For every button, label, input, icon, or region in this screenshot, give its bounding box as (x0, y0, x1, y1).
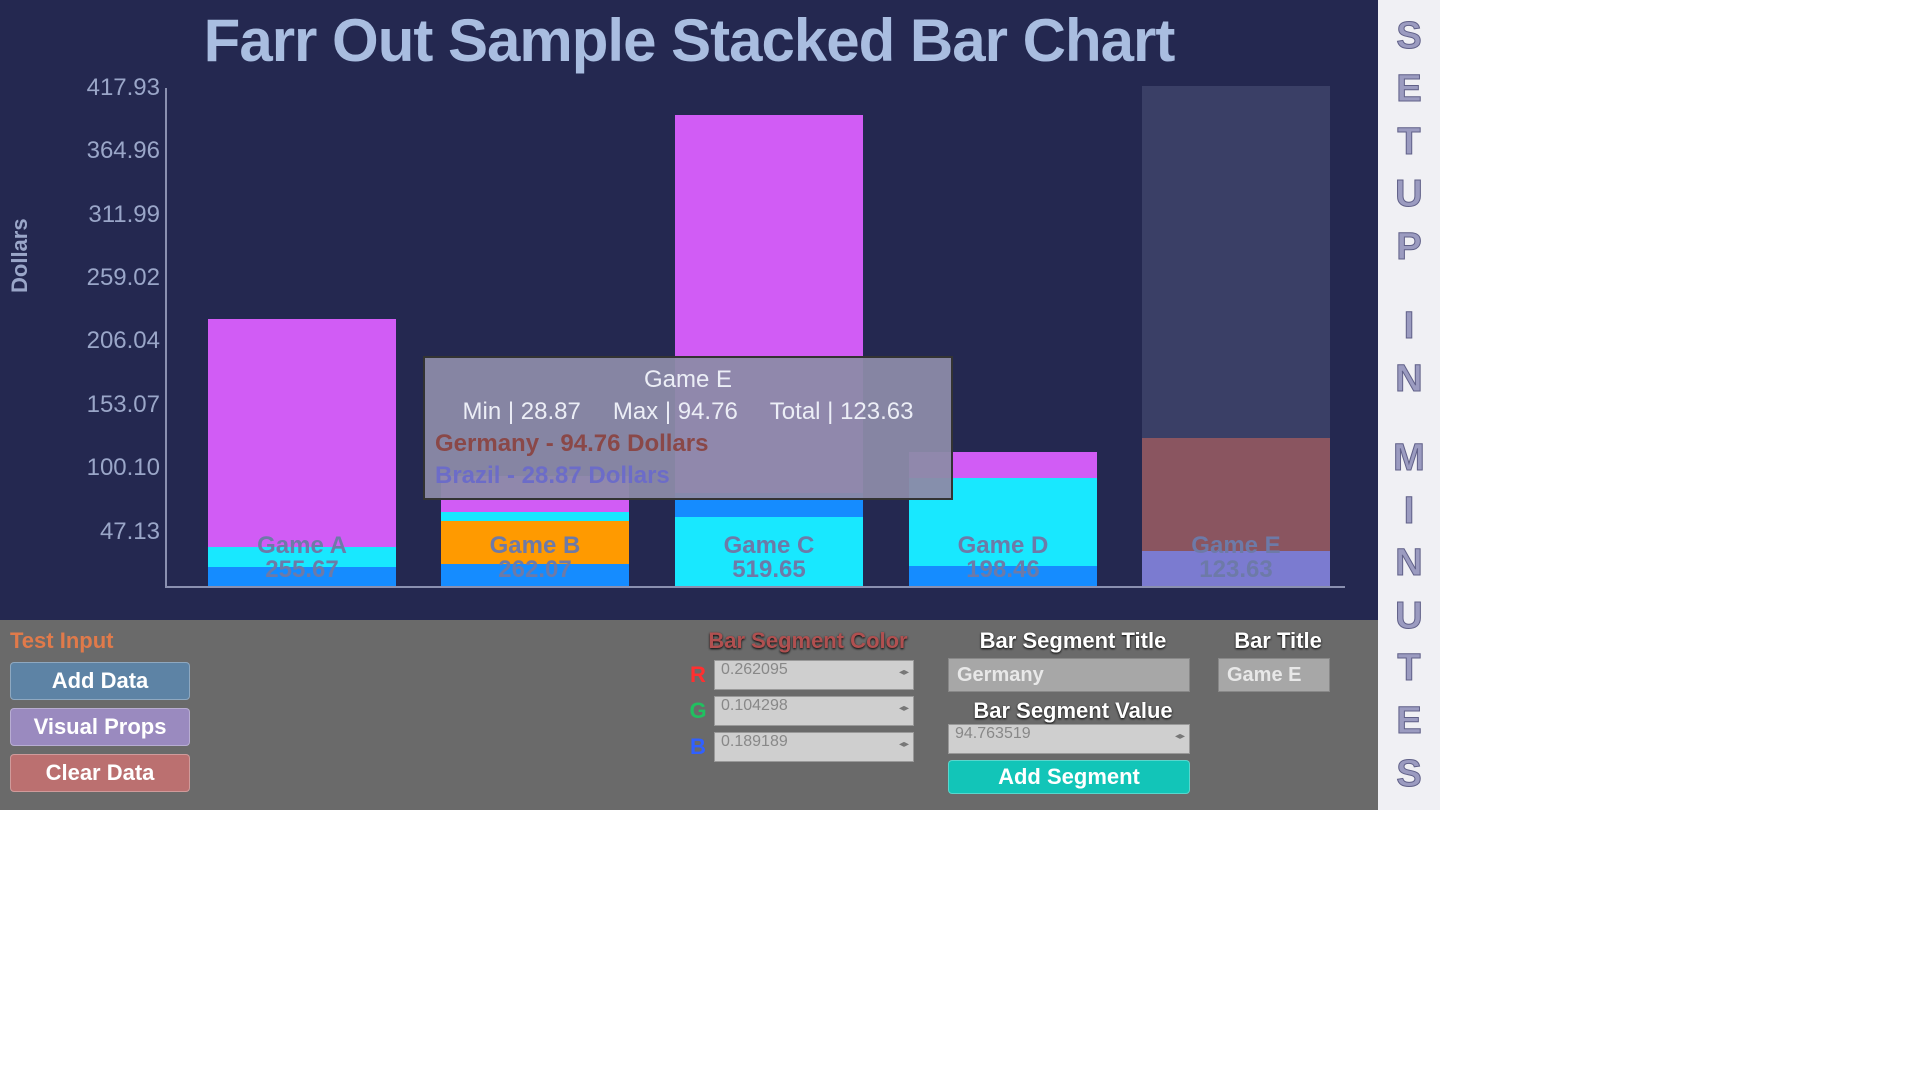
r-label: R (688, 662, 708, 688)
bar-total-label: 123.63 (1142, 556, 1330, 584)
add-segment-button[interactable]: Add Segment (948, 760, 1190, 794)
bar-total-label: 262.07 (441, 556, 629, 584)
side-letter: M (1393, 439, 1425, 477)
bar-title-label: Bar Title (1218, 628, 1338, 654)
bar-total-label: 255.67 (208, 556, 396, 584)
bar-segment[interactable] (441, 512, 629, 522)
y-tick: 100.10 (62, 454, 160, 482)
g-input[interactable]: 0.104298◂▸ (714, 696, 914, 726)
side-letter: S (1396, 17, 1421, 55)
side-letter: I (1404, 307, 1415, 345)
side-letter: I (1404, 492, 1415, 530)
side-strip: SETUPINMINUTES (1378, 0, 1440, 810)
side-letter: N (1395, 544, 1422, 582)
side-letter: U (1395, 597, 1422, 635)
segment-color-label: Bar Segment Color (688, 628, 928, 654)
bar-total-label: 198.46 (909, 556, 1097, 584)
bar-total-label: 519.65 (675, 556, 863, 584)
segment-value-input[interactable]: 94.763519◂▸ (948, 724, 1190, 754)
clear-data-button[interactable]: Clear Data (10, 754, 190, 792)
side-letter: S (1396, 755, 1421, 793)
side-letter: T (1397, 123, 1420, 161)
chart-plot-area: Game A255.67Game B262.07Game C519.65Game… (165, 88, 1345, 588)
side-letter: N (1395, 360, 1422, 398)
tooltip-row: Brazil - 28.87 Dollars (435, 462, 941, 490)
y-axis-label: Dollars (7, 218, 33, 293)
visual-props-button[interactable]: Visual Props (10, 708, 190, 746)
segment-title-input[interactable] (948, 658, 1190, 692)
side-letter: E (1396, 702, 1421, 740)
y-tick: 206.04 (62, 327, 160, 355)
side-letter: P (1396, 228, 1421, 266)
r-input[interactable]: 0.262095◂▸ (714, 660, 914, 690)
panel-heading: Test Input (10, 628, 330, 654)
g-label: G (688, 698, 708, 724)
y-tick: 47.13 (62, 518, 160, 546)
tooltip-min: Min | 28.87 (463, 398, 581, 426)
segment-title-label: Bar Segment Title (948, 628, 1198, 654)
add-data-button[interactable]: Add Data (10, 662, 190, 700)
side-letter: E (1396, 70, 1421, 108)
y-tick: 311.99 (62, 201, 160, 229)
chart-title: Farr Out Sample Stacked Bar Chart (0, 0, 1378, 75)
tooltip-title: Game E (435, 366, 941, 394)
bar-segment[interactable] (1142, 438, 1330, 509)
y-tick: 153.07 (62, 391, 160, 419)
segment-value-label: Bar Segment Value (948, 698, 1198, 724)
tooltip-stats: Min | 28.87 Max | 94.76 Total | 123.63 (435, 398, 941, 426)
y-tick: 259.02 (62, 264, 160, 292)
side-letter: T (1397, 649, 1420, 687)
y-tick: 417.93 (62, 74, 160, 102)
tooltip-total: Total | 123.63 (770, 398, 914, 426)
bar-tooltip: Game E Min | 28.87 Max | 94.76 Total | 1… (423, 356, 953, 500)
side-letter: U (1395, 175, 1422, 213)
tooltip-row: Germany - 94.76 Dollars (435, 430, 941, 458)
bar-title-input[interactable] (1218, 658, 1330, 692)
b-label: B (688, 734, 708, 760)
y-tick: 364.96 (62, 137, 160, 165)
b-input[interactable]: 0.189189◂▸ (714, 732, 914, 762)
control-panel: Test Input Add Data Visual Props Clear D… (0, 620, 1378, 810)
bar-segment[interactable] (208, 319, 396, 546)
tooltip-max: Max | 94.76 (613, 398, 738, 426)
